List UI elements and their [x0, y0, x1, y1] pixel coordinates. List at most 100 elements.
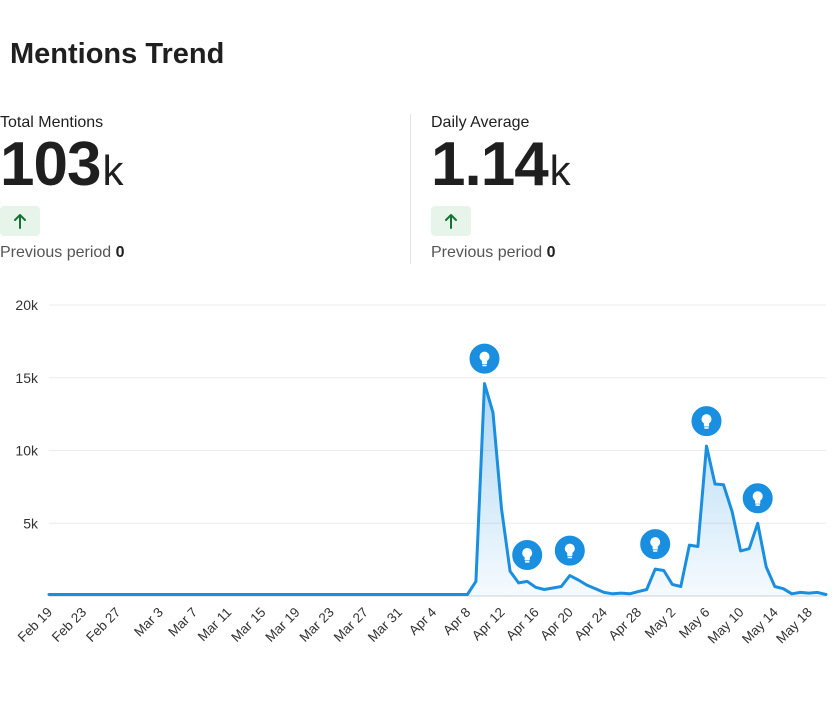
data-point	[278, 593, 280, 595]
lightbulb-neck	[755, 500, 761, 504]
lightbulb-icon	[522, 548, 533, 563]
data-point	[176, 593, 178, 595]
data-point	[372, 593, 374, 595]
data-point	[355, 593, 357, 595]
data-point	[159, 593, 161, 595]
data-point	[125, 593, 127, 595]
lightbulb-glass	[752, 491, 763, 502]
x-tick-label: Mar 23	[297, 605, 337, 645]
data-point	[569, 574, 571, 576]
lightbulb-icon	[752, 491, 763, 506]
lightbulb-neck	[652, 546, 658, 550]
lightbulb-base	[482, 364, 487, 367]
lightbulb-glass	[564, 543, 575, 554]
insight-marker[interactable]	[552, 533, 587, 568]
insight-marker[interactable]	[689, 404, 724, 439]
x-tick-label: Apr 24	[571, 604, 610, 643]
insight-marker[interactable]	[510, 538, 545, 572]
insight-marker[interactable]	[740, 481, 775, 516]
previous-period: Previous period 0	[431, 244, 571, 262]
x-tick-label: Apr 4	[406, 604, 440, 638]
lightbulb-icon	[701, 414, 712, 429]
lightbulb-neck	[481, 360, 488, 364]
data-point	[458, 593, 460, 595]
data-point	[304, 593, 306, 595]
previous-period-label: Previous period	[0, 244, 112, 261]
x-tick-label: Feb 19	[15, 605, 55, 645]
stat-value-row: 1.14k	[431, 134, 571, 196]
x-tick-label: Mar 11	[195, 605, 235, 645]
x-tick-label: Mar 15	[228, 605, 268, 645]
data-point	[347, 593, 349, 595]
x-tick-label: May 18	[773, 605, 815, 647]
x-tick-label: Mar 19	[262, 605, 302, 645]
lightbulb-glass	[650, 537, 661, 548]
data-point	[82, 593, 84, 595]
data-point	[398, 593, 400, 595]
data-point	[287, 593, 289, 595]
data-point	[202, 593, 204, 595]
lightbulb-base	[567, 556, 572, 559]
data-point	[714, 483, 716, 485]
data-point	[432, 593, 434, 595]
lightbulb-base	[653, 550, 658, 552]
data-point	[620, 592, 622, 594]
data-point	[705, 445, 707, 447]
data-point	[688, 544, 690, 546]
data-point	[552, 587, 554, 589]
data-point	[364, 593, 366, 595]
x-tick-label: Apr 12	[469, 605, 508, 644]
data-point	[449, 593, 451, 595]
x-tick-label: Mar 3	[131, 605, 166, 640]
data-point	[424, 593, 426, 595]
lightbulb-neck	[524, 557, 530, 561]
x-tick-label: Mar 31	[365, 605, 405, 645]
lightbulb-glass	[522, 548, 533, 558]
data-point	[244, 593, 246, 595]
data-point	[389, 593, 391, 595]
x-tick-label: May 2	[642, 605, 679, 642]
data-point	[56, 593, 58, 595]
data-point	[227, 593, 229, 595]
lightbulb-base	[525, 561, 530, 563]
data-point	[492, 412, 494, 414]
data-point	[330, 593, 332, 595]
data-point	[441, 593, 443, 595]
data-point	[526, 580, 528, 582]
previous-period-value: 0	[546, 244, 556, 261]
data-point	[466, 593, 468, 595]
data-point	[731, 510, 733, 512]
data-point	[654, 568, 656, 570]
data-point	[816, 591, 818, 593]
stat-divider	[410, 114, 411, 264]
stat-label: Total Mentions	[0, 114, 104, 131]
x-tick-label: Mar 27	[331, 605, 371, 645]
data-point	[739, 550, 741, 552]
data-point	[475, 580, 477, 582]
lightbulb-icon	[479, 351, 490, 367]
lightbulb-glass	[479, 351, 490, 362]
daily-average-stat: Daily Average 1.14k Previous period 0	[431, 114, 571, 262]
data-point	[594, 588, 596, 590]
data-point	[697, 545, 699, 547]
data-point	[722, 484, 724, 486]
data-point	[680, 585, 682, 587]
data-point	[535, 586, 537, 588]
lightbulb-glass	[701, 414, 712, 425]
data-point	[108, 593, 110, 595]
y-tick-label: 15k	[15, 370, 39, 386]
data-point	[509, 570, 511, 572]
insight-marker[interactable]	[638, 527, 673, 562]
data-point	[603, 591, 605, 593]
x-tick-label: Apr 16	[503, 605, 542, 644]
insight-marker[interactable]	[467, 341, 502, 376]
data-point	[236, 593, 238, 595]
data-point	[261, 593, 263, 595]
arrow-up-icon	[445, 214, 457, 229]
y-tick-label: 10k	[15, 443, 39, 459]
data-point	[808, 592, 810, 594]
data-point	[500, 508, 502, 510]
data-point	[646, 588, 648, 590]
data-point	[48, 593, 50, 595]
